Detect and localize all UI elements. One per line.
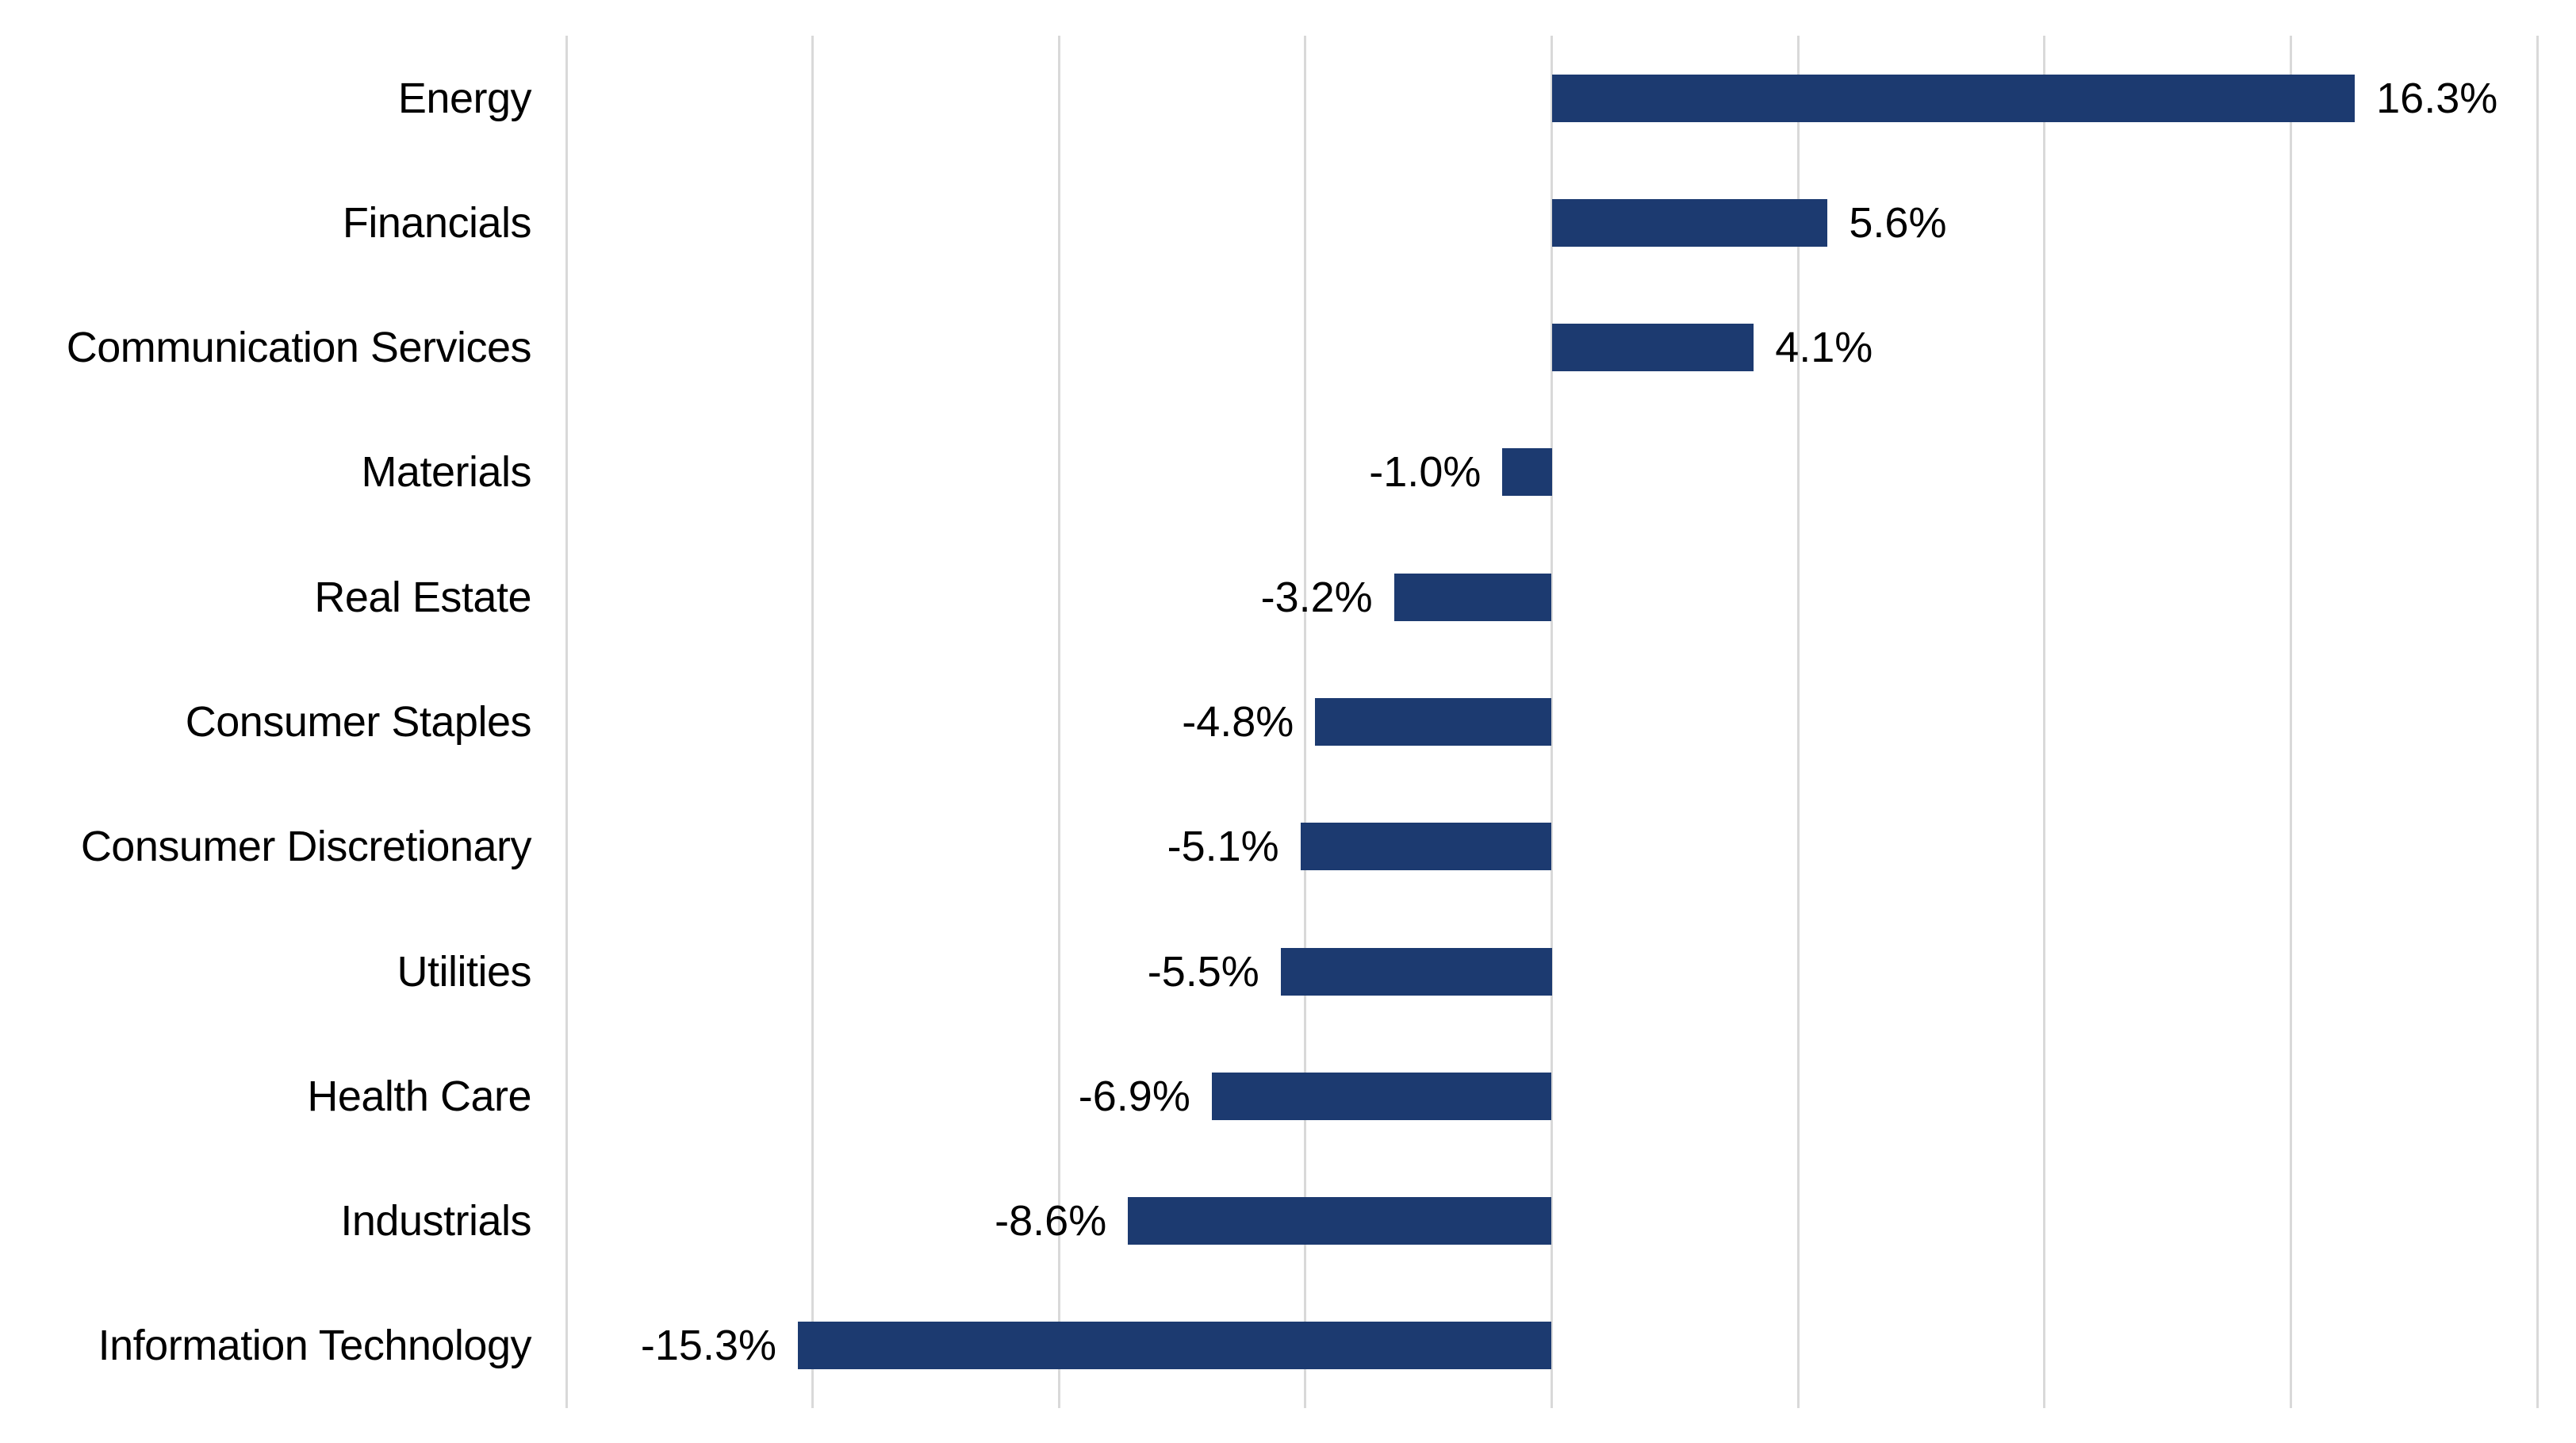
category-label: Communication Services: [66, 324, 532, 372]
value-label: 5.6%: [1849, 198, 1947, 247]
bar: [1551, 74, 2356, 122]
gridline: [811, 36, 815, 1408]
gridline: [1304, 36, 1307, 1408]
bar: [1300, 823, 1552, 871]
gridline: [1551, 36, 1553, 1408]
bar: [1315, 698, 1552, 746]
category-label: Information Technology: [98, 1322, 532, 1370]
value-label: -5.5%: [1147, 947, 1259, 996]
value-label: -6.9%: [1078, 1072, 1190, 1120]
bar: [1128, 1197, 1552, 1245]
bar: [1502, 448, 1552, 497]
category-label: Consumer Discretionary: [80, 823, 532, 871]
gridline: [1057, 36, 1060, 1408]
category-label: Real Estate: [314, 573, 531, 621]
category-label: Health Care: [307, 1072, 531, 1120]
bar: [797, 1322, 1552, 1370]
bar: [1211, 1072, 1552, 1120]
category-label: Consumer Staples: [185, 698, 532, 746]
category-label: Industrials: [340, 1197, 531, 1245]
value-label: -8.6%: [995, 1197, 1107, 1245]
bar: [1280, 947, 1552, 996]
gridline: [2536, 36, 2539, 1408]
gridline: [2043, 36, 2046, 1408]
category-label: Materials: [361, 448, 531, 497]
gridline: [1796, 36, 1800, 1408]
category-label: Financials: [342, 198, 532, 247]
value-label: 16.3%: [2376, 74, 2498, 122]
value-label: -3.2%: [1260, 573, 1373, 621]
value-label: -5.1%: [1167, 823, 1279, 871]
value-label: -4.8%: [1182, 698, 1294, 746]
category-label: Utilities: [397, 947, 531, 996]
value-label: -15.3%: [640, 1322, 776, 1370]
gridline: [2289, 36, 2292, 1408]
value-label: 4.1%: [1775, 324, 1873, 372]
bar: [1393, 573, 1552, 621]
category-label: Energy: [397, 74, 532, 122]
bar: [1551, 198, 1828, 247]
gridline: [565, 36, 568, 1408]
bar: [1551, 324, 1754, 372]
value-label: -1.0%: [1369, 448, 1482, 497]
